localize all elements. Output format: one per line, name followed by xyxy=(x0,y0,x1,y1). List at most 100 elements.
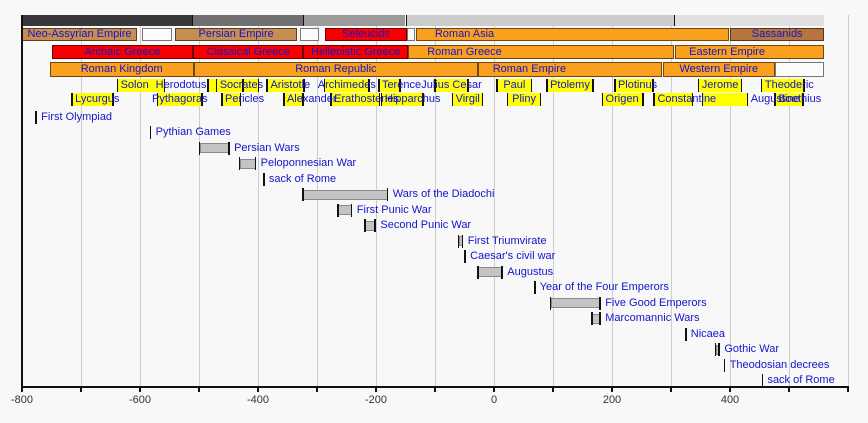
event-tick xyxy=(723,358,726,372)
epoch-band-segment xyxy=(405,15,674,26)
period-bar-eastern-empire xyxy=(674,45,825,59)
event-range-tick xyxy=(457,234,460,248)
person-life-tick xyxy=(774,93,777,106)
person-label: Archimedes xyxy=(317,79,376,91)
person-label: Origen xyxy=(605,93,639,105)
event-range-tick xyxy=(590,312,593,325)
x-axis-tick xyxy=(493,387,495,392)
person-label: Lycurgus xyxy=(75,93,120,105)
person-label: Jerome xyxy=(701,79,739,91)
person-label: Theoderic xyxy=(764,79,814,91)
epoch-band-segment xyxy=(673,15,825,26)
person-life-tick xyxy=(207,79,210,92)
event-range-tick xyxy=(238,157,241,170)
person-life-tick xyxy=(481,93,484,106)
person-bar xyxy=(614,79,654,92)
x-axis-tick xyxy=(434,387,436,392)
person-life-tick xyxy=(746,93,749,106)
event-bar xyxy=(478,267,503,277)
event-range-tick xyxy=(198,141,201,155)
person-life-tick xyxy=(697,79,700,92)
x-axis-tick xyxy=(316,387,318,392)
x-axis-label: -800 xyxy=(10,394,34,406)
person-bar xyxy=(547,79,594,92)
person-life-tick xyxy=(378,93,381,106)
epoch-band-segment xyxy=(302,15,406,26)
epoch-band-segment xyxy=(22,15,192,26)
person-life-tick xyxy=(740,79,743,92)
person-label: Boethius xyxy=(778,93,822,105)
event-tick xyxy=(533,281,536,294)
person-bar xyxy=(381,93,424,106)
person-life-tick xyxy=(156,93,159,106)
period-label: Sassanids xyxy=(751,28,803,40)
person-life-tick xyxy=(257,79,260,92)
person-label: Julius Cesar xyxy=(421,79,482,91)
x-axis-tick xyxy=(139,387,141,392)
person-life-tick xyxy=(422,93,424,106)
x-axis-tick xyxy=(788,387,790,392)
x-axis-label: -200 xyxy=(364,394,388,406)
person-bar xyxy=(324,79,369,92)
period-bar-classical-greece xyxy=(193,45,304,59)
person-life-tick xyxy=(802,93,804,106)
person-life-tick xyxy=(546,79,548,92)
person-label: Hipparchus xyxy=(384,93,441,105)
x-axis-tick xyxy=(375,387,377,392)
person-bar xyxy=(267,79,305,92)
gridline xyxy=(80,15,82,386)
event-label: Marcomannic Wars xyxy=(605,312,700,324)
period-label: Neo-Assyrian Empire xyxy=(27,28,132,40)
period-bar-roman-kingdom xyxy=(49,62,194,77)
person-bar xyxy=(216,79,259,92)
person-life-tick xyxy=(116,79,119,92)
person-label: Solon xyxy=(120,79,149,91)
gridline xyxy=(257,15,259,386)
person-life-tick xyxy=(377,79,380,92)
person-life-tick xyxy=(803,79,805,92)
event-label: First Olympiad xyxy=(41,110,113,123)
event-range-tick xyxy=(549,296,552,310)
event-label: First Triumvirate xyxy=(467,234,547,247)
event-label: Gothic War xyxy=(724,343,779,355)
person-bar xyxy=(452,93,483,106)
person-label: Virgil xyxy=(455,93,480,105)
period-label: Classical Greece xyxy=(206,46,290,58)
period-bar-neo-assyrian-empire xyxy=(22,28,138,41)
x-axis-label: 0 xyxy=(490,394,498,406)
person-life-tick xyxy=(701,93,704,106)
event-range-tick xyxy=(364,219,366,232)
event-bar xyxy=(338,205,352,215)
person-life-tick xyxy=(302,93,305,106)
event-tick xyxy=(149,126,152,139)
period-bar-archaic-greece xyxy=(51,45,194,59)
person-label: Aristotle xyxy=(270,79,311,91)
event-range-tick xyxy=(254,157,257,170)
person-life-tick xyxy=(691,93,694,106)
x-axis-tick xyxy=(670,387,672,392)
event-tick xyxy=(35,110,37,124)
person-life-tick xyxy=(242,79,244,92)
person-bar xyxy=(331,93,380,106)
period-bar-persian-empire xyxy=(175,28,297,41)
event-label: Second Punic War xyxy=(380,219,472,231)
event-range-tick xyxy=(714,343,717,356)
person-life-tick xyxy=(467,79,469,92)
period-bar-roman-empire xyxy=(478,62,663,77)
event-label: Five Good Emperors xyxy=(605,296,707,309)
period-label: Persian Empire xyxy=(198,28,274,40)
person-life-tick xyxy=(760,79,763,92)
x-axis-tick xyxy=(257,387,259,392)
event-label: Theodosian decrees xyxy=(729,358,830,371)
event-label: sack of Rome xyxy=(767,374,835,386)
period-bar-sassanids xyxy=(730,28,825,41)
x-axis-tick xyxy=(552,387,554,392)
person-label: Paul xyxy=(503,79,526,91)
person-life-tick xyxy=(653,93,656,106)
event-label: Year of the Four Emperors xyxy=(539,281,669,293)
event-range-tick xyxy=(461,234,464,248)
event-range-tick xyxy=(599,296,601,310)
period-label: Hellenistic Greece xyxy=(311,46,401,58)
person-label: Herodotus xyxy=(155,79,207,91)
person-life-tick xyxy=(367,79,370,92)
